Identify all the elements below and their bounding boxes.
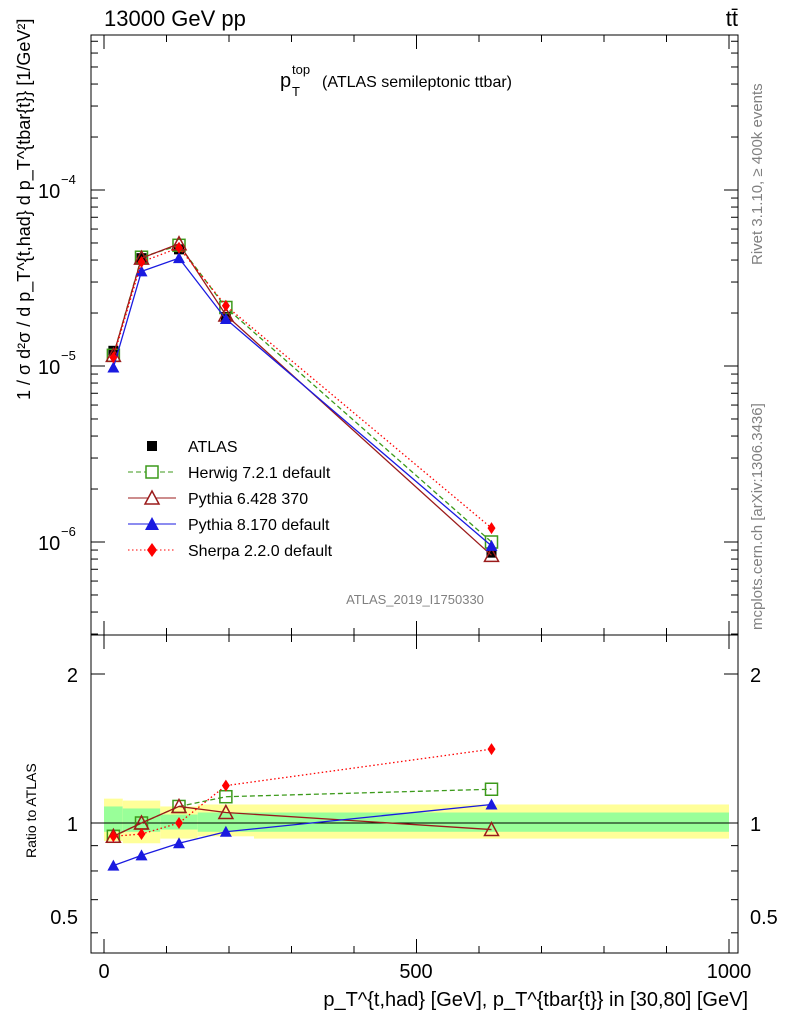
ratio-band-inner	[122, 808, 161, 832]
point-pythia-8-170-default-2	[173, 252, 185, 264]
point-sherpa-2-2-0-default-4	[487, 522, 496, 535]
title-sup: top	[292, 62, 310, 77]
legend-marker-herwig	[145, 465, 159, 479]
legend-marker-pythia8	[145, 517, 159, 530]
ytick-exp-1e-5: −5	[61, 348, 76, 363]
ratio-point-pythia-8-170-default-4	[485, 798, 498, 810]
plot-title: p top T (ATLAS semileptonic ttbar)	[280, 62, 512, 99]
ratio-ytick-labels: 2 1 0.5 2 1 0.5	[50, 665, 778, 929]
ratio-band-inner	[197, 812, 254, 832]
ratio-point-sherpa-2-2-0-default-3	[221, 779, 230, 792]
mcplots-label: mcplots.cern.ch [arXiv:1306.3436]	[749, 403, 766, 630]
point-atlas-0	[108, 345, 119, 356]
point-sherpa-2-2-0-default-0	[109, 351, 118, 364]
legend-label-pythia8: Pythia 8.170 default	[188, 517, 330, 534]
point-sherpa-2-2-0-default-3	[221, 299, 230, 312]
point-sherpa-2-2-0-default-2	[175, 241, 183, 254]
energy-label: 13000 GeV pp	[104, 6, 246, 31]
ratio-point-pythia-8-170-default-2	[173, 837, 185, 849]
ratio-ylabel: Ratio to ATLAS	[23, 763, 39, 858]
ratio-ytick-05-right: 0.5	[750, 907, 778, 929]
ratio-point-sherpa-2-2-0-default-4	[487, 743, 496, 756]
ratio-ytick-1: 1	[67, 814, 78, 836]
ratio-line-sherpa-2-2-0-default	[113, 748, 492, 837]
ratio-point-pythia-6-428-370-2	[170, 797, 188, 814]
xtick-500: 500	[399, 961, 432, 983]
legend-marker-sherpa	[147, 543, 157, 557]
ratio-point-pythia-8-170-default-1	[135, 849, 148, 861]
legend: ATLAS Herwig 7.2.1 default Pythia 6.428 …	[128, 439, 333, 560]
series-line-sherpa-2-2-0-default	[112, 246, 492, 529]
legend-marker-pythia6	[143, 489, 161, 505]
process-label: tt̄	[726, 6, 738, 31]
watermark: ATLAS_2019_I1750330	[346, 592, 484, 607]
xtick-labels: 0 500 1000	[98, 961, 751, 983]
ratio-ytick-2-right: 2	[750, 665, 761, 687]
point-sherpa-2-2-0-default-1	[137, 255, 146, 268]
ratio-frame	[90, 634, 739, 954]
main-ylabel: 1 / σ d²σ / d p_T^{t,had} d p_T^{tbar{t}…	[14, 19, 35, 400]
ratio-point-sherpa-2-2-0-default-2	[175, 817, 183, 829]
legend-entry-pythia8: Pythia 8.170 default	[128, 517, 330, 534]
ratio-band-inner	[104, 806, 123, 832]
ratio-point-pythia-6-428-370-4	[483, 820, 500, 837]
legend-marker-atlas	[147, 441, 157, 451]
legend-label-atlas: ATLAS	[188, 439, 238, 456]
ytick-exp-1e-6: −6	[61, 524, 76, 539]
legend-entry-atlas: ATLAS	[147, 439, 238, 456]
ratio-line-pythia-6-428-370	[113, 805, 492, 837]
title-main: p	[280, 70, 291, 92]
ytick-label-1e-4: 10	[38, 181, 60, 203]
ratio-point-pythia-6-428-370-3	[217, 803, 235, 820]
point-pythia-6-428-370-4	[483, 546, 500, 563]
point-pythia-8-170-default-1	[135, 265, 148, 277]
series-line-pythia-6-428-370	[112, 242, 492, 556]
ratio-ytick-2: 2	[67, 665, 78, 687]
title-sub: T	[292, 84, 300, 99]
legend-label-herwig: Herwig 7.2.1 default	[188, 465, 331, 482]
ratio-ytick-1-right: 1	[750, 814, 761, 836]
xtick-0: 0	[98, 961, 109, 983]
xaxis-label: p_T^{t,had} [GeV], p_T^{tbar{t}} in [30,…	[323, 989, 748, 1011]
ytick-label-1e-6: 10	[38, 533, 60, 555]
point-atlas-4	[486, 547, 497, 558]
legend-entry-herwig: Herwig 7.2.1 default	[128, 465, 331, 482]
ratio-point-pythia-8-170-default-0	[107, 859, 120, 871]
xtick-1000: 1000	[707, 961, 752, 983]
ytick-exp-1e-4: −4	[61, 172, 76, 187]
ratio-point-herwig-7-2-1-default-4	[484, 782, 499, 797]
point-pythia-8-170-default-3	[219, 312, 232, 324]
legend-entry-pythia6: Pythia 6.428 370	[128, 489, 308, 508]
legend-entry-sherpa: Sherpa 2.2.0 default	[128, 543, 333, 560]
legend-label-sherpa: Sherpa 2.2.0 default	[188, 543, 333, 560]
rivet-label: Rivet 3.1.10, ≥ 400k events	[749, 83, 766, 265]
ratio-point-sherpa-2-2-0-default-0	[109, 830, 118, 843]
legend-label-pythia6: Pythia 6.428 370	[188, 491, 308, 508]
ratio-panel	[90, 634, 739, 954]
ratio-point-sherpa-2-2-0-default-1	[137, 828, 146, 841]
ratio-ytick-05: 0.5	[50, 907, 78, 929]
title-rest: (ATLAS semileptonic ttbar)	[322, 74, 512, 91]
ratio-point-pythia-8-170-default-3	[219, 825, 232, 837]
point-pythia-8-170-default-4	[485, 539, 498, 551]
point-pythia-8-170-default-0	[107, 361, 120, 373]
main-ytick-labels: 10 −4 10 −5 10 −6	[38, 172, 76, 555]
ytick-label-1e-5: 10	[38, 357, 60, 379]
